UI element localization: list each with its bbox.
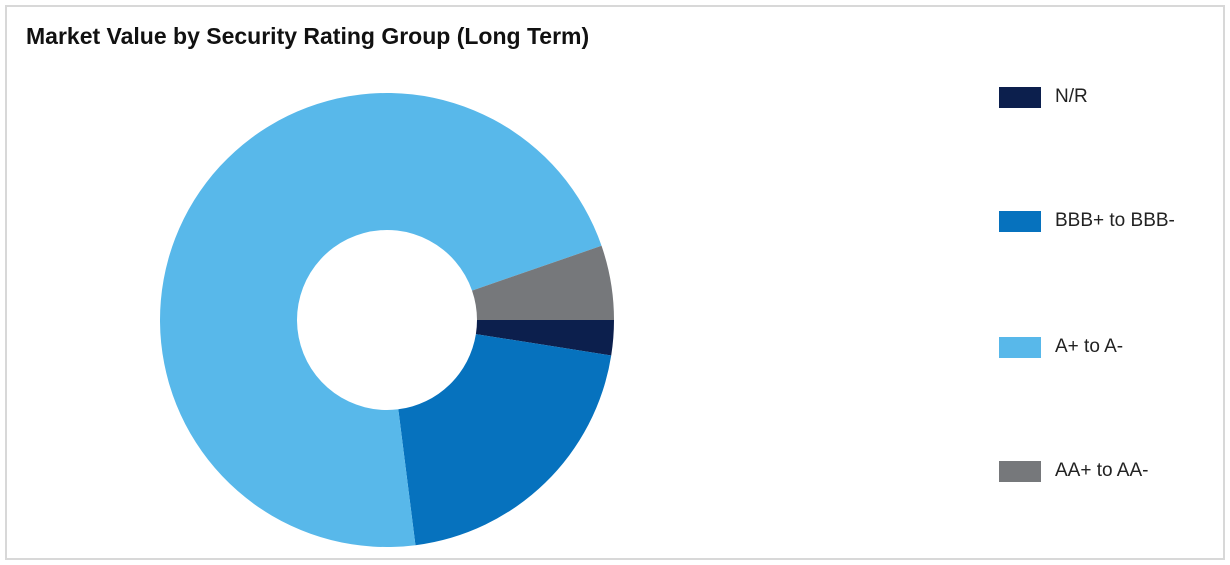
donut-segment [472,245,614,320]
donut-segment [159,92,602,547]
legend-label: AA+ to AA- [1055,460,1148,481]
legend-swatch [999,211,1041,232]
donut-segment [475,320,614,356]
legend-label: A+ to A- [1055,336,1123,357]
chart-title: Market Value by Security Rating Group (L… [26,23,589,49]
legend-label: N/R [1055,86,1088,107]
legend-swatch [999,461,1041,482]
legend-swatch [999,87,1041,108]
legend-label: BBB+ to BBB- [1055,210,1175,231]
legend-swatch [999,337,1041,358]
donut-segment [398,334,612,546]
